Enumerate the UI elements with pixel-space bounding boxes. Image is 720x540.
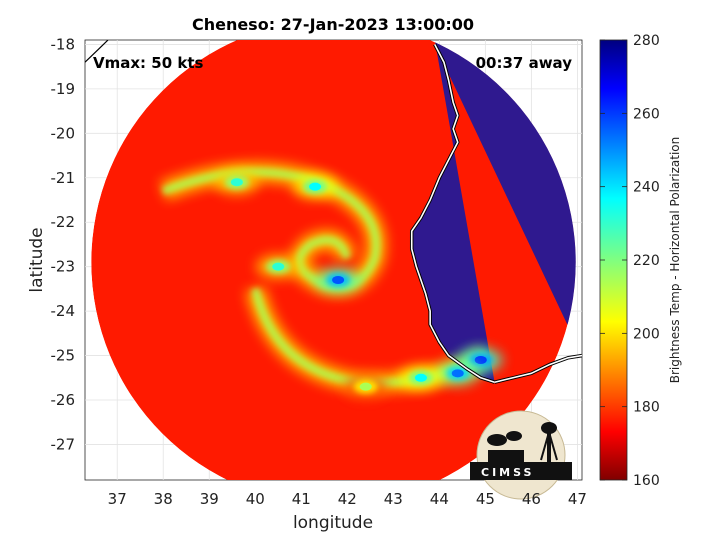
- feature-core: [309, 182, 322, 191]
- y-tick-label: -24: [51, 302, 76, 320]
- y-tick-label: -19: [51, 80, 76, 98]
- y-axis-label: latitude: [27, 227, 47, 292]
- cimss-logo: CIMSS: [470, 410, 572, 500]
- colorbar-tick-label: 220: [633, 253, 660, 269]
- y-tick-label: -26: [51, 391, 76, 409]
- x-tick-label: 40: [246, 490, 265, 508]
- x-tick-labels: 37 38 39 40 41 42 43 44 45 46 47: [108, 490, 587, 508]
- colorbar-tick-label: 280: [633, 33, 660, 49]
- y-tick-label: -21: [51, 169, 76, 187]
- feature-core: [332, 276, 345, 284]
- rain-band-core: [161, 168, 381, 291]
- y-tick-label: -20: [51, 124, 76, 142]
- y-tick-label: -18: [51, 35, 76, 53]
- x-tick-label: 45: [476, 490, 495, 508]
- x-tick-label: 42: [338, 490, 357, 508]
- colorbar-tick-labels: 280 260 240 220 200 180 160: [600, 33, 660, 489]
- logo-text: CIMSS: [481, 466, 534, 479]
- colorbar-label: Brightness Temp - Horizontal Polarizatio…: [668, 137, 682, 384]
- feature-core: [230, 178, 243, 187]
- y-tick-labels: -18 -19 -20 -21 -22 -23 -24 -25 -26 -27: [51, 35, 76, 453]
- colorbar-tick-label: 260: [633, 106, 660, 122]
- chart-title: Cheneso: 27-Jan-2023 13:00:00: [192, 15, 474, 34]
- colorbar-tick-label: 240: [633, 180, 660, 196]
- x-tick-label: 39: [200, 490, 219, 508]
- x-tick-label: 37: [108, 490, 127, 508]
- x-tick-label: 44: [430, 490, 449, 508]
- y-tick-label: -22: [51, 213, 76, 231]
- x-tick-label: 47: [568, 490, 587, 508]
- coastline: [85, 40, 582, 384]
- feature-core: [414, 373, 427, 382]
- vmax-annotation: Vmax: 50 kts: [93, 54, 203, 72]
- coastline-line: [494, 354, 582, 383]
- feature-core: [451, 369, 464, 378]
- y-tick-label: -25: [51, 347, 76, 365]
- colorbar-tick-label: 200: [633, 326, 660, 342]
- x-tick-label: 43: [384, 490, 403, 508]
- x-tick-label: 46: [522, 490, 541, 508]
- feature-core: [359, 382, 372, 391]
- y-tick-label: -27: [51, 435, 76, 453]
- x-axis-label: longitude: [293, 513, 373, 533]
- coastline-corner: [85, 40, 109, 63]
- time-away-annotation: 00:37 away: [476, 54, 573, 72]
- feature-core: [272, 262, 285, 271]
- y-tick-label: -23: [51, 258, 76, 276]
- coastline-line: [410, 44, 495, 383]
- x-tick-label: 38: [154, 490, 173, 508]
- colorbar-tick-label: 160: [633, 473, 660, 489]
- colorbar-tick-label: 180: [633, 400, 660, 416]
- feature-core: [474, 356, 487, 364]
- x-tick-label: 41: [292, 490, 311, 508]
